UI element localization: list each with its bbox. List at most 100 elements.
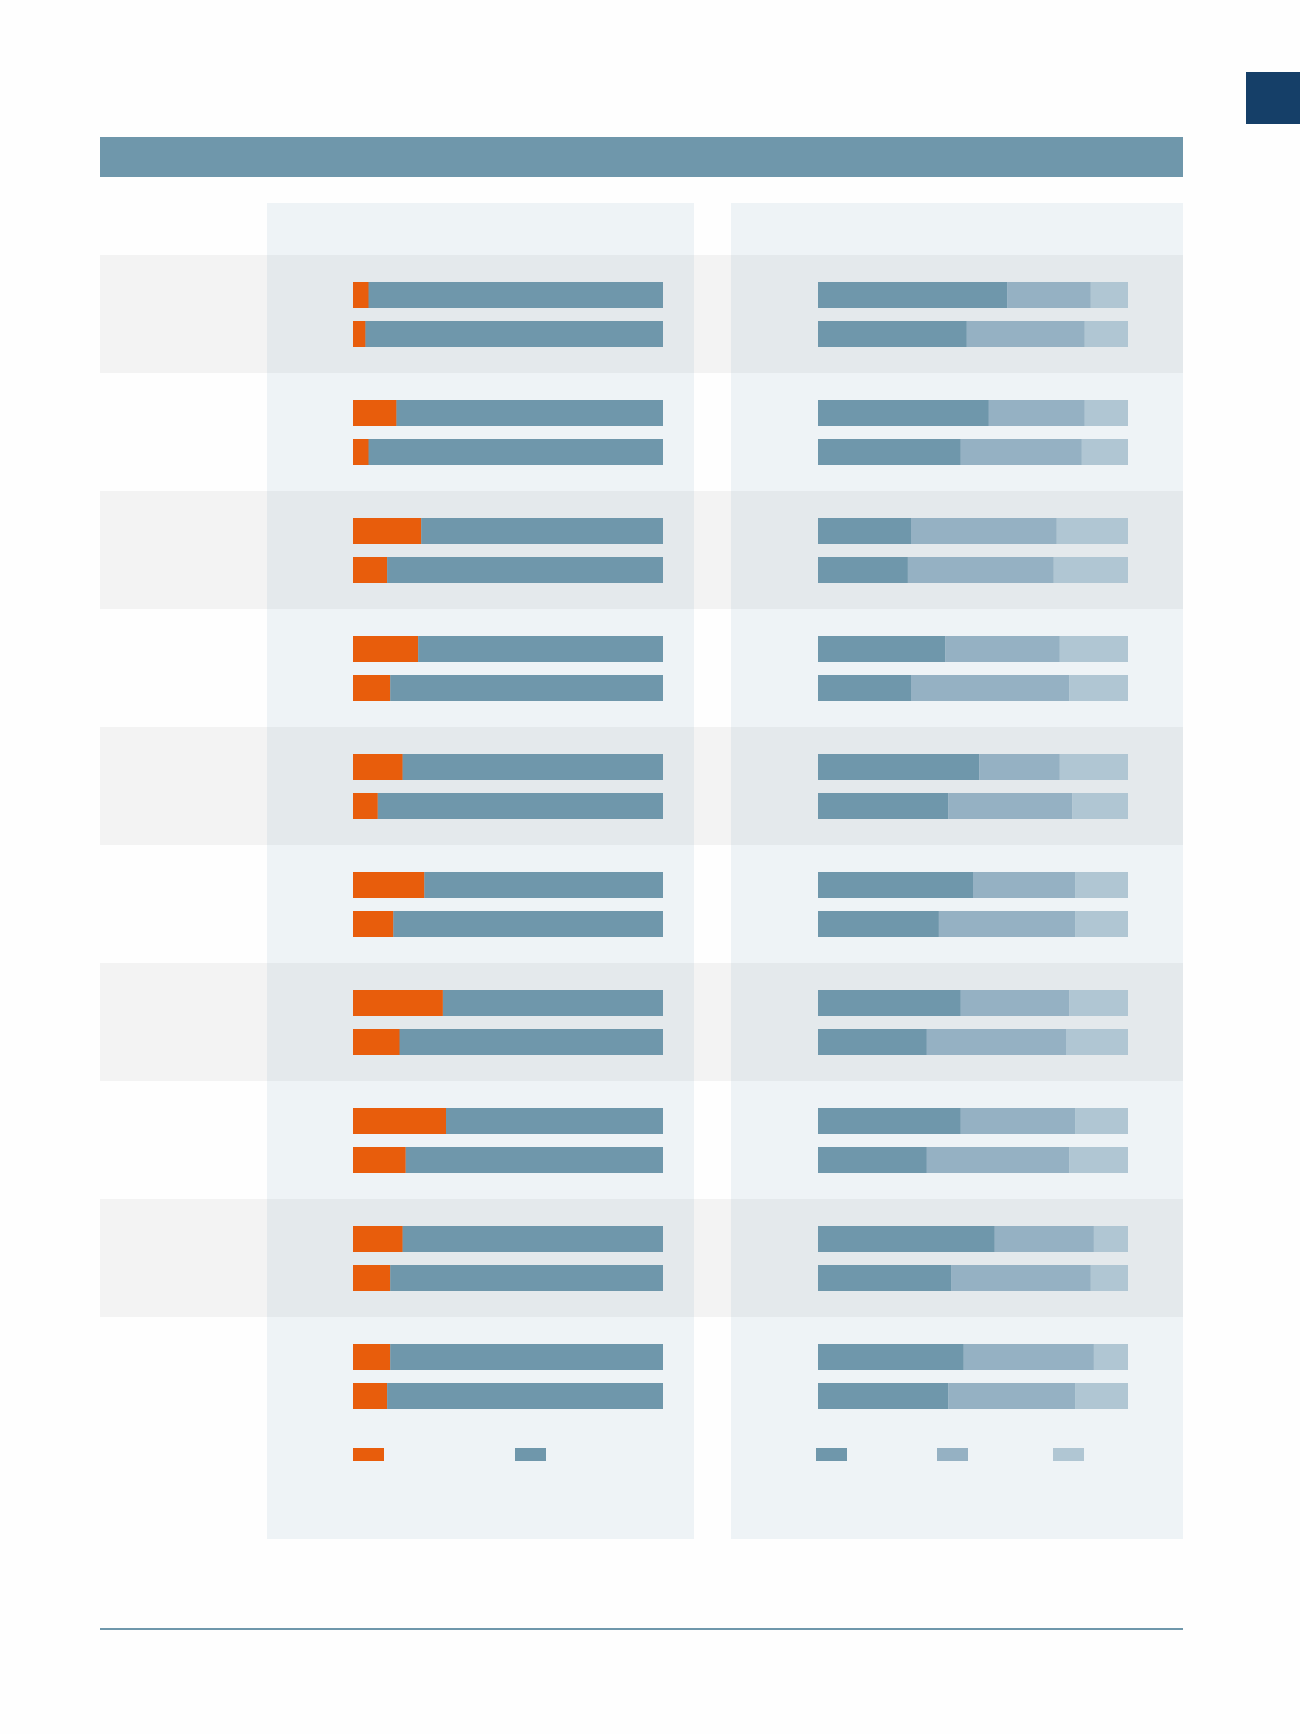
left-panel-row-shade [267, 1199, 694, 1317]
left-bar-segment-1 [353, 400, 397, 426]
left-bar-segment-2 [405, 1147, 663, 1173]
right-bar-segment-1 [818, 557, 908, 583]
left-bar-segment-2 [396, 400, 663, 426]
right-panel-row-shade [731, 963, 1183, 1081]
right-bar-segment-3 [1072, 793, 1128, 819]
right-bar-segment-2 [948, 1383, 1076, 1409]
left-bar-segment-2 [368, 439, 663, 465]
right-bar-segment-2 [988, 400, 1085, 426]
left-bar-segment-1 [353, 518, 422, 544]
right-bar-segment-3 [1059, 754, 1128, 780]
left-bar-segment-1 [353, 1029, 400, 1055]
left-bar-segment-1 [353, 321, 366, 347]
right-legend-swatch-3 [1053, 1448, 1084, 1461]
row-band [100, 727, 1183, 845]
right-bar-segment-3 [1084, 400, 1128, 426]
bottom-rule [100, 1628, 1183, 1630]
right-bar-segment-2 [938, 911, 1076, 937]
right-bar-segment-1 [818, 1383, 949, 1409]
right-bar-segment-2 [911, 518, 1057, 544]
left-bar-segment-2 [387, 557, 663, 583]
right-bar-segment-1 [818, 321, 967, 347]
right-bar-segment-3 [1084, 321, 1128, 347]
left-bar-segment-2 [418, 636, 663, 662]
left-panel-row-shade [267, 255, 694, 373]
right-bar-segment-2 [979, 754, 1060, 780]
left-bar-segment-1 [353, 439, 369, 465]
corner-tab [1246, 72, 1300, 124]
right-panel-row-shade [731, 1199, 1183, 1317]
right-bar-segment-2 [907, 557, 1054, 583]
right-bar-segment-3 [1069, 675, 1128, 701]
right-bar-segment-2 [948, 793, 1073, 819]
row-band [100, 255, 1183, 373]
left-bar-segment-1 [353, 557, 388, 583]
left-bar-segment-1 [353, 1383, 388, 1409]
header-band [100, 137, 1183, 177]
left-bar-segment-2 [446, 1108, 663, 1134]
left-bar-segment-1 [353, 282, 369, 308]
right-bar-segment-3 [1075, 1383, 1128, 1409]
left-bar-segment-2 [377, 793, 663, 819]
row-band [100, 1199, 1183, 1317]
left-bar-segment-2 [421, 518, 663, 544]
right-bar-segment-3 [1075, 872, 1128, 898]
left-bar-segment-1 [353, 1147, 406, 1173]
left-bar-segment-1 [353, 636, 419, 662]
right-bar-segment-2 [945, 636, 1060, 662]
left-bar-segment-1 [353, 793, 378, 819]
left-bar-segment-2 [387, 1383, 663, 1409]
right-bar-segment-1 [818, 911, 939, 937]
right-bar-segment-2 [926, 1029, 1066, 1055]
right-legend-swatch-1 [816, 1448, 847, 1461]
right-bar-segment-1 [818, 793, 949, 819]
right-bar-segment-1 [818, 1344, 964, 1370]
right-bar-segment-2 [960, 1108, 1076, 1134]
right-bar-segment-1 [818, 400, 989, 426]
right-bar-segment-1 [818, 754, 980, 780]
right-bar-segment-3 [1075, 911, 1128, 937]
right-bar-segment-3 [1056, 518, 1128, 544]
right-bar-segment-1 [818, 1108, 961, 1134]
right-bar-segment-1 [818, 1265, 952, 1291]
right-panel-row-shade [731, 727, 1183, 845]
right-bar-segment-1 [818, 990, 961, 1016]
left-bar-segment-1 [353, 911, 394, 937]
right-bar-segment-2 [973, 872, 1076, 898]
right-bar-segment-1 [818, 439, 961, 465]
right-bar-segment-2 [994, 1226, 1094, 1252]
right-legend-swatch-2 [937, 1448, 968, 1461]
left-bar-segment-2 [393, 911, 663, 937]
right-bar-segment-2 [951, 1265, 1091, 1291]
left-bar-segment-2 [390, 1344, 663, 1370]
left-panel-row-shade [267, 963, 694, 1081]
right-bar-segment-2 [926, 1147, 1070, 1173]
right-bar-segment-1 [818, 1226, 995, 1252]
right-bar-segment-1 [818, 1147, 927, 1173]
left-legend-swatch-1 [353, 1448, 384, 1461]
right-bar-segment-3 [1075, 1108, 1128, 1134]
left-bar-segment-2 [390, 675, 663, 701]
left-bar-segment-2 [402, 754, 663, 780]
row-band [100, 491, 1183, 609]
left-bar-segment-2 [399, 1029, 663, 1055]
row-band [100, 963, 1183, 1081]
left-bar-segment-2 [402, 1226, 663, 1252]
right-bar-segment-2 [960, 990, 1070, 1016]
right-bar-segment-2 [963, 1344, 1094, 1370]
right-bar-segment-3 [1093, 1226, 1128, 1252]
left-legend-swatch-2 [515, 1448, 546, 1461]
left-bar-segment-1 [353, 1226, 403, 1252]
right-bar-segment-2 [911, 675, 1070, 701]
left-bar-segment-2 [365, 321, 663, 347]
right-bar-segment-2 [960, 439, 1082, 465]
right-bar-segment-1 [818, 675, 911, 701]
left-bar-segment-2 [442, 990, 663, 1016]
right-panel-row-shade [731, 491, 1183, 609]
left-bar-segment-2 [424, 872, 663, 898]
right-bar-segment-3 [1090, 1265, 1128, 1291]
left-bar-segment-1 [353, 990, 443, 1016]
left-panel-row-shade [267, 727, 694, 845]
right-bar-segment-3 [1059, 636, 1128, 662]
